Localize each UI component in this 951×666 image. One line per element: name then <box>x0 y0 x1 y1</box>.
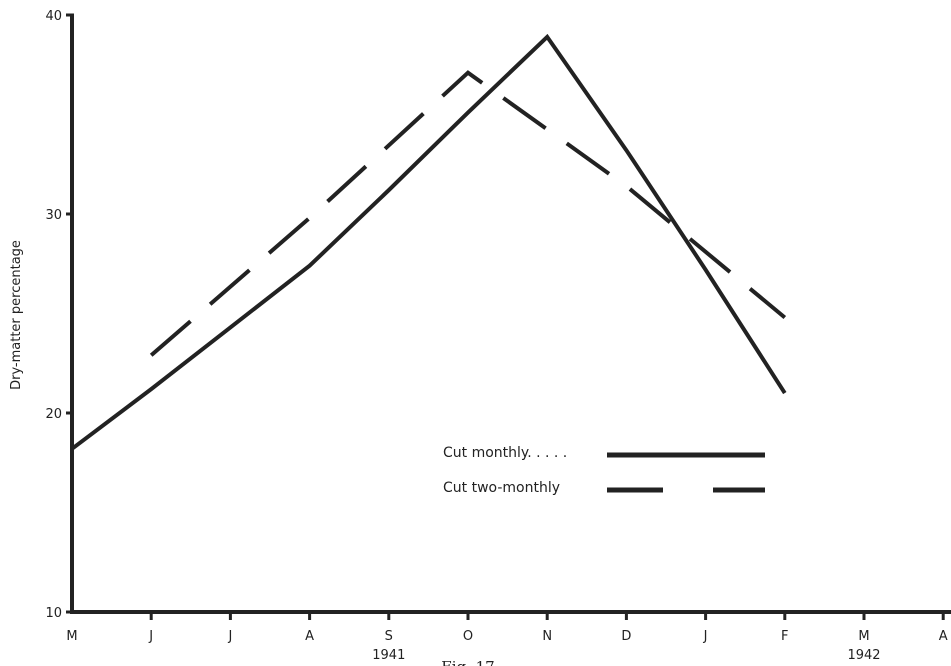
y-tick-label-10: 10 <box>45 606 62 621</box>
x-tick-label-10: M <box>858 629 869 644</box>
x-tick-label-5: O <box>463 629 473 644</box>
x-tick-label-7: D <box>621 629 631 644</box>
y-tick-label-20: 20 <box>45 407 62 422</box>
x-tick-label-4: S <box>385 629 393 644</box>
x-tick-label-0: M <box>66 629 77 644</box>
y-tick-label-40: 40 <box>45 9 62 24</box>
legend: Cut monthly. . . . . Cut two-monthly <box>443 445 765 496</box>
x-tick-label-3: A <box>305 629 314 644</box>
series-line-cut-two-monthly <box>149 70 787 357</box>
x-tick-label-6: N <box>542 629 552 644</box>
y-tick-label-30: 30 <box>45 208 62 223</box>
x-tick-label-9: F <box>781 629 788 644</box>
legend-label-cut-monthly: Cut monthly. . . . . <box>443 445 567 461</box>
series-line-cut-monthly <box>70 33 787 451</box>
x-tick-label-2: J <box>227 629 232 644</box>
y-axis-title: Dry-matter percentage <box>9 240 24 390</box>
year-label-1941: 1941 <box>372 648 405 663</box>
figure-caption: Fig. 17 <box>441 658 494 666</box>
year-label-1942: 1942 <box>847 648 880 663</box>
x-tick-label-1: J <box>148 629 153 644</box>
legend-label-cut-two-monthly: Cut two-monthly <box>443 480 560 496</box>
x-tick-label-11: A <box>939 629 948 644</box>
x-tick-label-8: J <box>703 629 708 644</box>
